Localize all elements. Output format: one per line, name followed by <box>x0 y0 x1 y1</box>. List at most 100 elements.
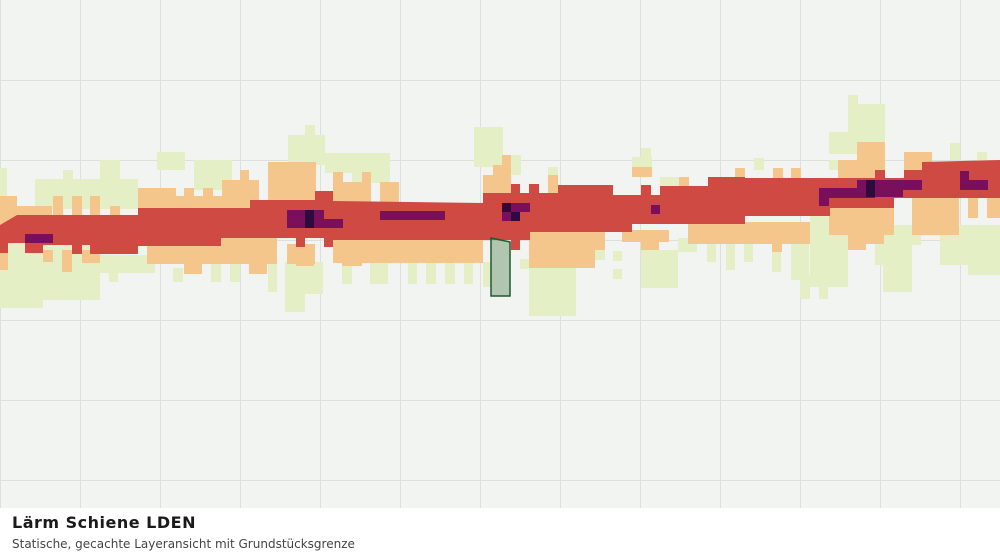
noise-zone-medium-cell <box>548 175 558 195</box>
noise-zone-very-high-cell <box>502 203 530 212</box>
noise-zone-medium-cell <box>362 172 371 184</box>
noise-zone-medium-cell <box>622 230 669 242</box>
noise-zone-very-high-cell <box>960 180 988 190</box>
noise-zone-medium-cell <box>679 177 689 187</box>
noise-zone-low-cell <box>707 242 716 262</box>
noise-zone-medium-cell <box>184 260 202 274</box>
noise-zone-medium-cell <box>90 196 100 218</box>
noise-zone-low-cell <box>800 275 810 299</box>
noise-zone-very-high-cell <box>819 196 829 206</box>
noise-zone-medium-cell <box>632 167 652 177</box>
noise-zone-medium-cell <box>268 162 316 202</box>
layer-title: Lärm Schiene LDEN <box>12 513 196 532</box>
layer-subtitle: Statische, gecachte Layeransicht mit Gru… <box>12 537 355 551</box>
noise-zone-medium-cell <box>791 168 801 178</box>
noise-zone-very-high-cell <box>819 188 875 198</box>
noise-zone-medium-cell <box>62 250 72 272</box>
noise-zone-low-cell <box>157 152 185 170</box>
noise-zone-low-cell <box>950 143 960 160</box>
noise-zone-medium-cell <box>912 195 959 235</box>
noise-zone-low-cell <box>173 268 183 282</box>
noise-zone-low-cell <box>726 242 735 270</box>
noise-zone-medium-cell <box>110 206 120 218</box>
noise-zone-low-cell <box>483 262 491 287</box>
noise-zone-medium-cell <box>529 230 595 268</box>
noise-zone-medium-cell <box>688 222 810 244</box>
noise-zone-low-cell <box>511 155 521 175</box>
noise-zone-low-cell <box>288 135 325 165</box>
noise-zone-low-cell <box>100 160 120 180</box>
noise-zone-low-cell <box>464 262 473 284</box>
noise-zone-medium-cell <box>838 160 885 182</box>
noise-zone-low-cell <box>641 250 678 288</box>
noise-zone-low-cell <box>0 168 7 198</box>
noise-zone-extreme-cell <box>305 210 314 228</box>
noise-zone-medium-cell <box>249 262 267 274</box>
noise-zone-extreme <box>305 180 875 228</box>
noise-zone-medium-cell <box>72 196 82 218</box>
noise-zone-low-cell <box>883 260 912 292</box>
noise-zone-high <box>0 160 1000 254</box>
noise-zone-low-cell <box>211 262 221 282</box>
noise-zone-medium-cell <box>240 170 249 182</box>
noise-zone-extreme-cell <box>502 203 511 212</box>
noise-zone-very-high-cell <box>866 188 903 197</box>
noise-zone-low-cell <box>474 127 503 167</box>
noise-zone-low-cell <box>268 262 277 292</box>
noise-zone-medium-cell <box>138 188 176 210</box>
parcel-boundary <box>490 237 511 297</box>
map <box>0 0 1000 508</box>
noise-zone-medium-cell <box>43 250 53 262</box>
noise-zone-medium-cell <box>184 188 194 198</box>
noise-zone-low-cell <box>613 269 622 279</box>
noise-zone-low-cell <box>744 242 753 262</box>
noise-zone-very-high-cell <box>960 171 969 181</box>
noise-zone-medium-cell <box>641 240 659 250</box>
noise-zone-medium-cell <box>342 258 362 266</box>
noise-zone-low-cell <box>595 250 605 260</box>
noise-zone-medium-cell <box>221 236 277 264</box>
noise-zone-low-cell <box>548 167 558 177</box>
noise-zone-medium-cell <box>735 168 745 178</box>
noise-zone-low-cell <box>848 104 885 139</box>
noise-zone-low-cell <box>63 170 73 180</box>
noise-zone-low-cell <box>35 179 138 209</box>
noise-zone-medium-cell <box>772 240 782 252</box>
noise-zone-low-cell <box>0 290 43 308</box>
noise-zone-low-cell <box>109 270 118 282</box>
noise-zone-medium-cell <box>0 243 8 270</box>
noise-zone-low-cell <box>342 262 352 284</box>
noise-zone-very-high-cell <box>380 211 445 220</box>
noise-zone-low-cell <box>641 148 651 158</box>
noise-zone-extreme-cell <box>866 180 875 197</box>
noise-zone-low-cell <box>520 259 529 269</box>
noise-zone-low-cell <box>100 255 155 273</box>
noise-zone-medium-cell <box>333 182 371 204</box>
noise-zone-low-cell <box>285 262 323 294</box>
noise-zone-medium-cell <box>483 175 511 195</box>
noise-zone-medium-cell <box>968 196 978 218</box>
noise-zone-very-high-cell <box>651 205 660 214</box>
noise-zone-low-cell <box>305 125 315 137</box>
noise-zone-medium-cell <box>203 188 213 198</box>
noise-zone-medium-cell <box>857 142 885 164</box>
noise-zone-medium-cell <box>987 196 1000 218</box>
noise-zone-medium-cell <box>296 260 314 266</box>
noise-zone-low-cell <box>426 262 436 284</box>
noise-zone-medium-cell <box>866 230 884 244</box>
noise-zone-low-cell <box>772 250 781 272</box>
noise-zone-low-cell <box>408 262 417 284</box>
noise-zone-low-cell <box>230 262 240 282</box>
noise-zone-medium-cell <box>53 196 63 218</box>
noise-zone-low-cell <box>968 255 1000 275</box>
noise-zone-very-high-cell <box>857 180 922 190</box>
noise-zone-medium-cell <box>287 244 315 264</box>
noise-zone-low-cell <box>445 262 455 284</box>
noise-zone-very-high-cell <box>315 219 343 228</box>
noise-zone-low-cell <box>791 242 809 280</box>
noise-zone-low-cell <box>613 251 622 261</box>
noise-zone-low-cell <box>660 177 680 187</box>
noise-zone-extreme-cell <box>511 212 520 221</box>
